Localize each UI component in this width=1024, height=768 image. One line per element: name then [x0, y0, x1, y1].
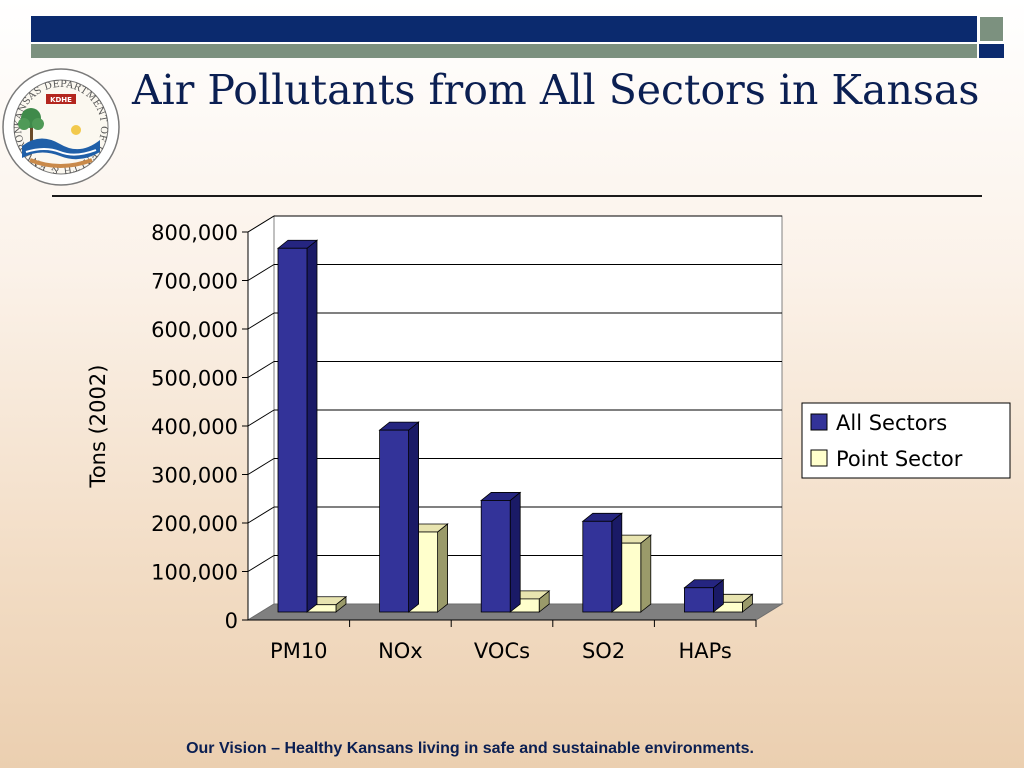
bar-all-sectors-haps	[683, 578, 725, 613]
gridline-side	[247, 215, 275, 233]
bar-all-sectors-nox	[378, 421, 420, 613]
bar-chart: 0 100,000 200,000 300,000 400,000 500,000 600,…	[86, 215, 1011, 663]
y-tick-label: 300,000	[151, 464, 238, 488]
y-tick-label: 0	[225, 609, 238, 633]
gridline-side	[247, 264, 275, 281]
bar-all-sectors-vocs	[480, 491, 522, 613]
slide-title: Air Pollutants from All Sectors in Kansa…	[132, 66, 980, 114]
y-tick-label: 600,000	[151, 318, 238, 342]
gridline-side	[247, 458, 275, 475]
x-tick-label: PM10	[270, 639, 328, 663]
y-axis-label: Tons (2002)	[86, 365, 110, 489]
legend-box	[801, 402, 1011, 479]
vision-footer: Our Vision – Healthy Kansans living in s…	[186, 740, 754, 757]
y-tick-label: 700,000	[151, 270, 238, 294]
bar-all-sectors-so2	[581, 512, 623, 613]
bar-all-sectors-pm10	[276, 239, 319, 613]
x-tick-label: VOCs	[474, 639, 530, 663]
gridline-side	[247, 555, 275, 572]
x-tick-label: SO2	[582, 639, 625, 663]
x-tick-label: NOx	[378, 639, 423, 663]
title-divider	[52, 195, 982, 197]
y-tick-label: 400,000	[151, 415, 238, 439]
y-tick-label: 200,000	[151, 512, 238, 536]
legend-label: Point Sector	[836, 447, 963, 471]
gridline-side	[247, 506, 275, 524]
header-bar-navy	[31, 16, 977, 42]
header-square-gray	[979, 16, 1004, 42]
y-tick-label: 800,000	[151, 221, 238, 245]
legend-swatch	[810, 413, 828, 431]
x-tick-label: HAPs	[678, 639, 731, 663]
kdhe-logo-seal: KANSAS DEPARTMENT OF HEALTH & ENVIRONMEN…	[0, 66, 120, 186]
y-tick-label: 100,000	[151, 561, 238, 585]
header-bar-gray	[31, 43, 977, 58]
legend-label: All Sectors	[836, 411, 947, 435]
header-square-navy	[979, 43, 1004, 58]
gridline-side	[247, 361, 275, 378]
gridline-side	[247, 312, 275, 330]
logo-badge-text: KDHE	[50, 96, 72, 104]
y-tick-label: 500,000	[151, 367, 238, 391]
legend-swatch	[810, 449, 828, 467]
gridline-side	[247, 409, 275, 427]
